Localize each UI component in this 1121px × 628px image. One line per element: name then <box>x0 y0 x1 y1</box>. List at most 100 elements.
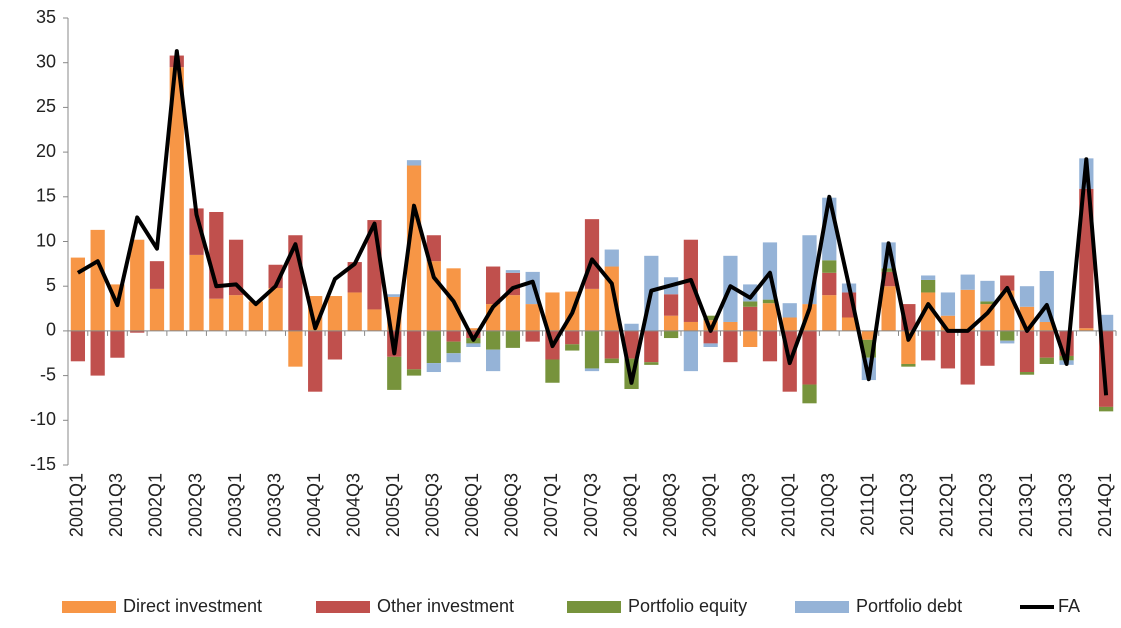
bar <box>90 229 105 331</box>
bar <box>644 330 659 363</box>
x-tick-label: 2002Q3 <box>185 473 205 537</box>
bar <box>268 287 283 331</box>
bar <box>822 272 837 296</box>
x-tick-label: 2001Q1 <box>67 473 87 537</box>
bar <box>1019 330 1035 373</box>
legend-label: FA <box>1058 596 1080 616</box>
bar <box>387 294 402 297</box>
y-tick-label: 35 <box>36 7 56 27</box>
x-tick-label: 2013Q1 <box>1016 473 1036 537</box>
bar <box>604 266 619 331</box>
bar <box>624 330 639 359</box>
bar <box>940 330 956 369</box>
bar <box>189 208 204 255</box>
bar <box>762 299 778 304</box>
x-tick-label: 2009Q1 <box>699 473 719 537</box>
bar <box>110 330 125 358</box>
bar <box>980 280 995 302</box>
bar <box>703 315 718 321</box>
bar <box>921 292 936 331</box>
bar <box>861 330 876 340</box>
legend-swatch <box>567 601 621 613</box>
x-tick-label: 2005Q3 <box>423 473 443 537</box>
bar <box>466 328 481 331</box>
bar <box>901 330 916 364</box>
legend-label: Direct investment <box>123 596 262 616</box>
bar <box>881 268 896 272</box>
y-tick-label: 15 <box>36 186 56 206</box>
bar <box>406 165 422 331</box>
x-tick-label: 2012Q1 <box>937 473 957 537</box>
bar <box>565 330 580 345</box>
line <box>76 49 1109 396</box>
bar <box>604 249 619 267</box>
bar <box>624 323 639 331</box>
bar <box>703 330 718 344</box>
bar <box>228 239 244 296</box>
bar <box>1000 290 1015 331</box>
legend-label: Portfolio debt <box>856 596 962 616</box>
bar <box>881 286 896 331</box>
legend-label: Portfolio equity <box>628 596 747 616</box>
bar <box>743 301 758 307</box>
bar <box>466 330 481 339</box>
bar <box>683 330 698 372</box>
bar <box>921 275 936 280</box>
bar <box>822 295 837 331</box>
bar <box>604 358 619 364</box>
bar <box>308 330 323 392</box>
bar <box>1019 286 1035 307</box>
x-tick-label: 2003Q3 <box>264 473 284 537</box>
bar <box>525 330 540 342</box>
bar <box>782 317 797 331</box>
legend-swatch <box>62 601 116 613</box>
bar <box>743 306 758 331</box>
bar <box>505 270 521 273</box>
y-tick-label: 10 <box>36 230 56 250</box>
bar <box>189 254 204 331</box>
bar <box>584 288 600 331</box>
x-tick-label: 2007Q3 <box>581 473 601 537</box>
bar <box>683 321 698 331</box>
x-tick-label: 2007Q1 <box>541 473 561 537</box>
bar <box>802 330 817 385</box>
bar <box>525 304 540 331</box>
bar <box>406 330 422 370</box>
bar <box>367 309 382 331</box>
bar <box>505 295 521 331</box>
bar <box>486 266 501 305</box>
bar <box>90 330 105 376</box>
bar <box>288 330 303 367</box>
bar <box>802 384 817 404</box>
bar <box>960 330 975 385</box>
bar <box>486 330 501 350</box>
bar <box>486 349 501 372</box>
bar <box>723 330 738 363</box>
y-tick-label: 20 <box>36 141 56 161</box>
bar <box>446 330 461 342</box>
bar <box>584 368 600 372</box>
bar <box>406 160 422 166</box>
y-tick-label: -10 <box>30 409 56 429</box>
bar <box>1000 330 1015 341</box>
x-tick-label: 2002Q1 <box>146 473 166 537</box>
bar <box>762 330 778 362</box>
x-tick-label: 2001Q3 <box>106 473 126 537</box>
bar <box>209 298 224 331</box>
bar <box>545 292 560 331</box>
bar <box>466 343 481 347</box>
bar <box>901 363 916 367</box>
bar <box>1039 357 1054 364</box>
x-tick-label: 2005Q1 <box>383 473 403 537</box>
bar <box>446 353 461 363</box>
x-tick-label: 2013Q3 <box>1055 473 1075 537</box>
x-tick-label: 2006Q1 <box>462 473 482 537</box>
bar <box>1000 340 1015 344</box>
bar <box>663 330 679 339</box>
x-tick-label: 2006Q3 <box>502 473 522 537</box>
bar <box>347 292 362 331</box>
bar <box>149 261 165 289</box>
bar <box>921 279 936 293</box>
bar <box>387 356 402 390</box>
